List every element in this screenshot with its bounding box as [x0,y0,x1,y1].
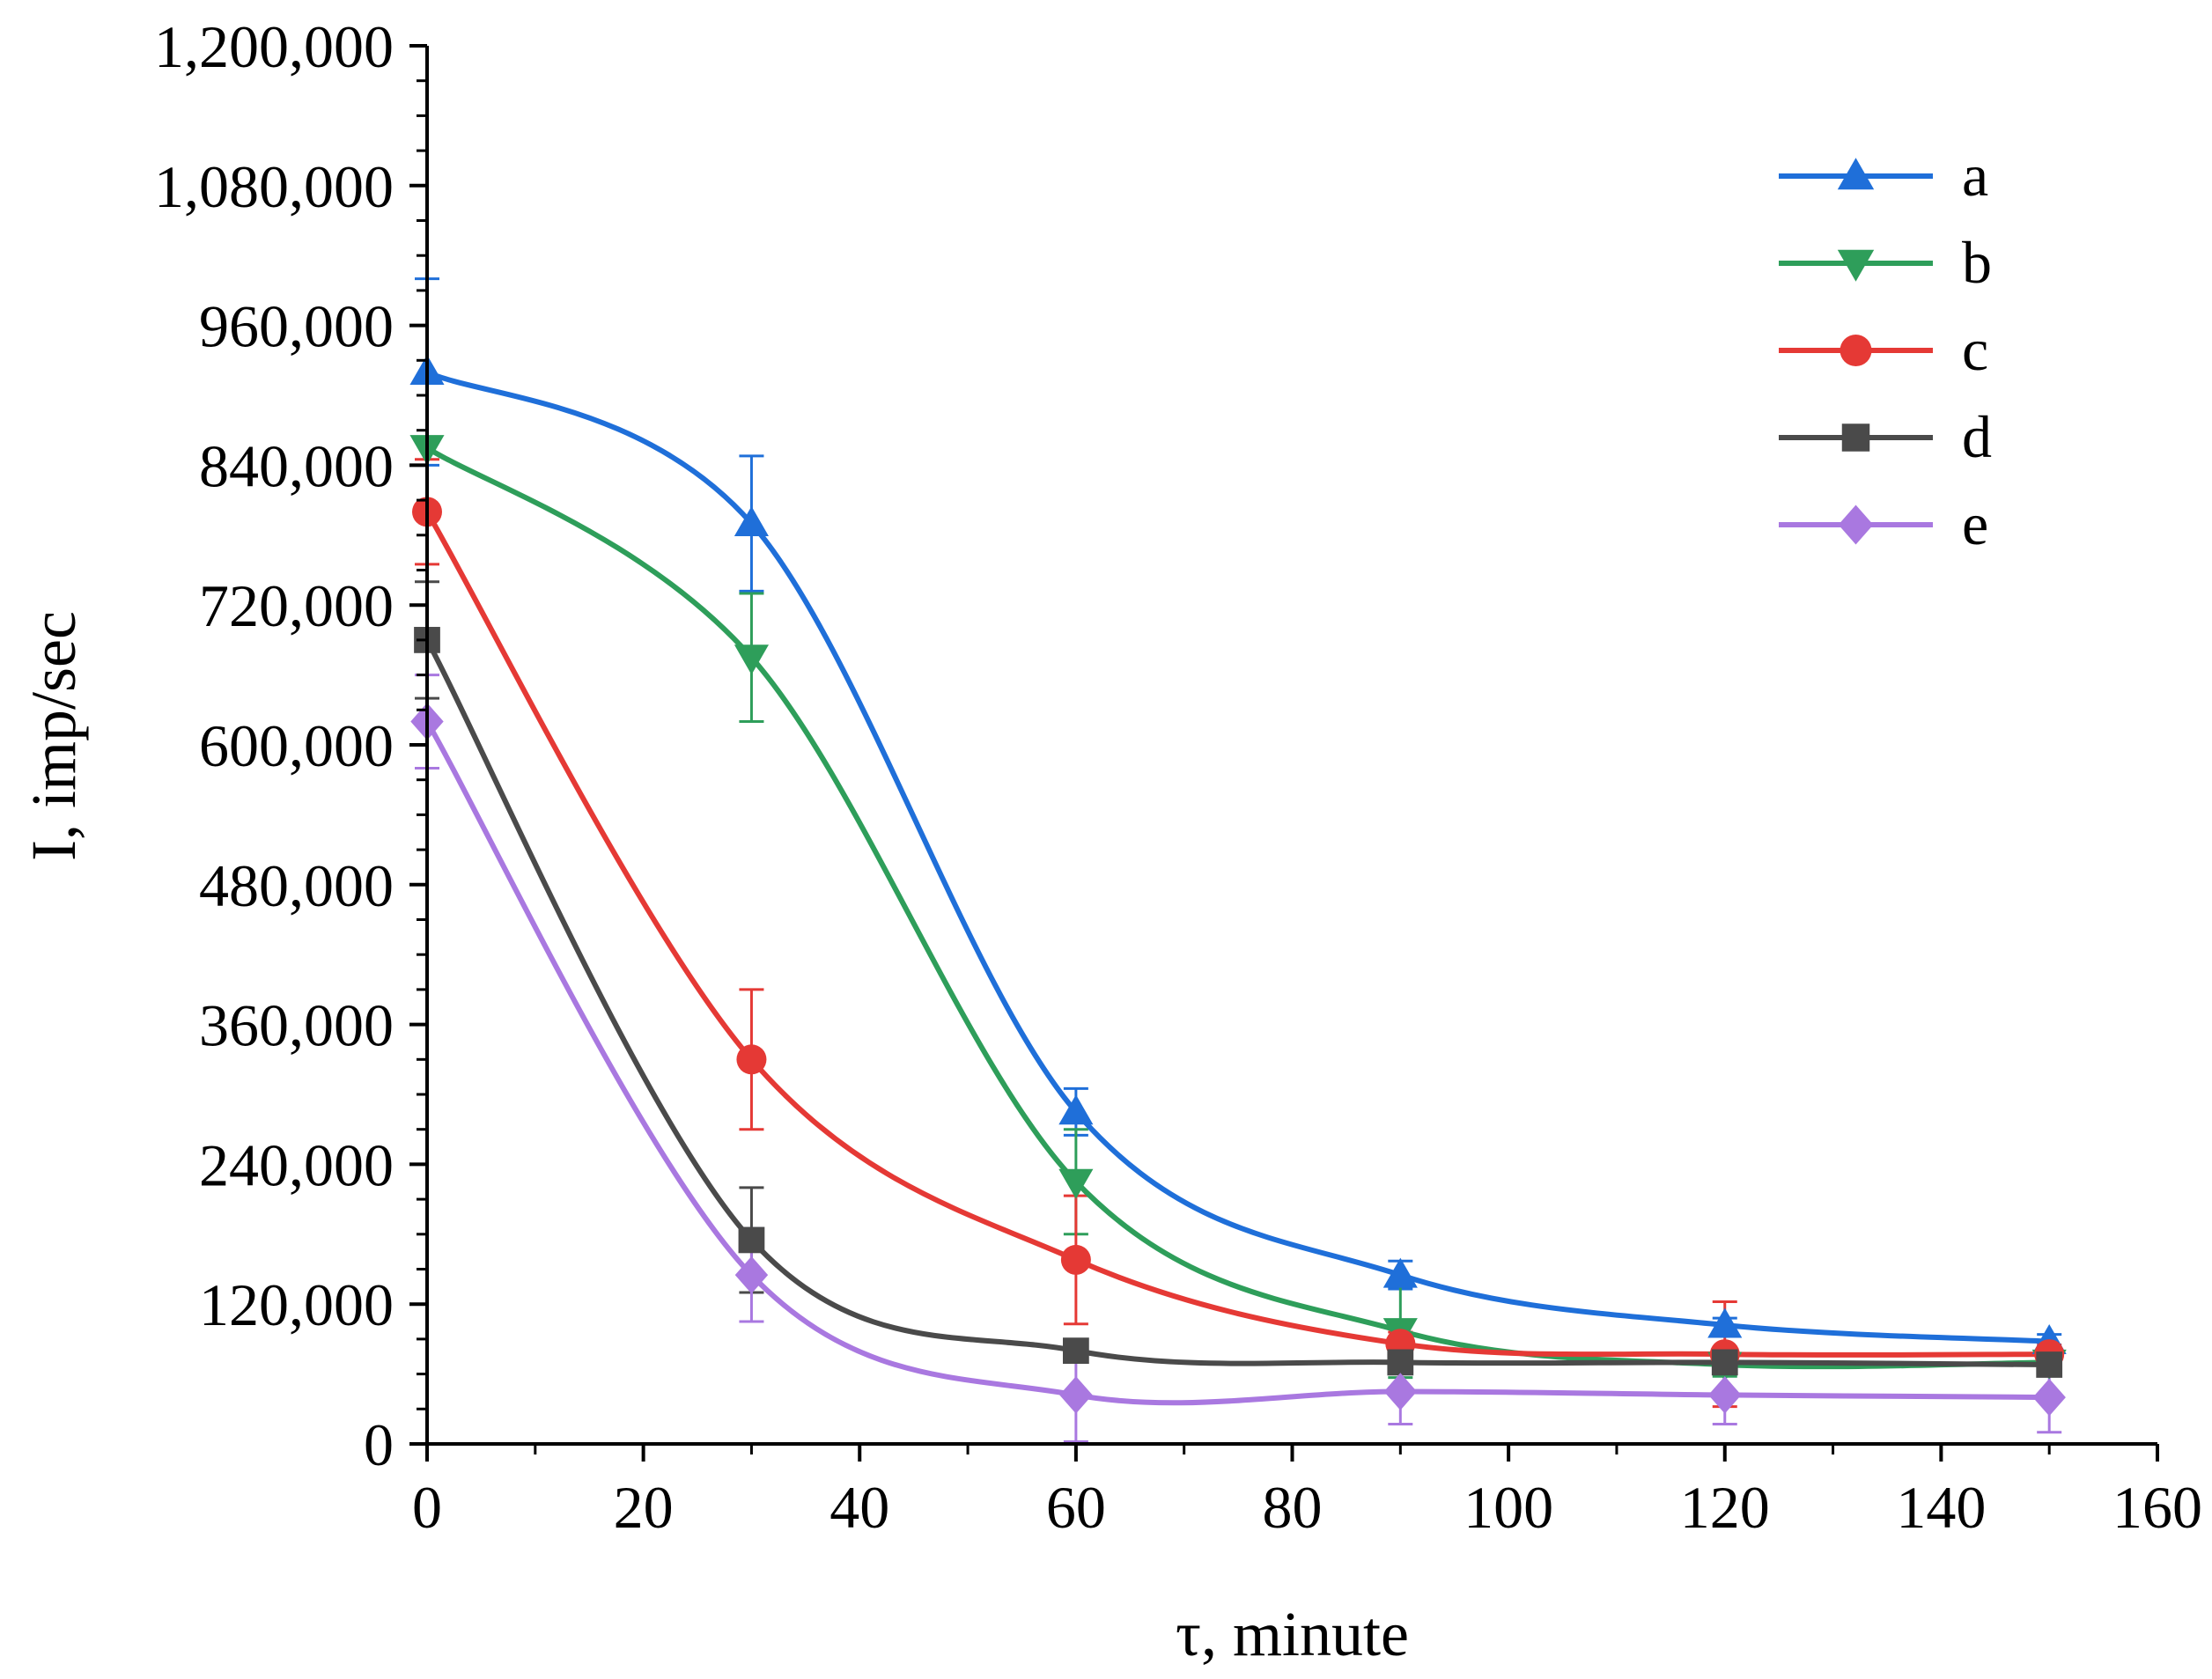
data-point-a [1058,1094,1094,1125]
x-tick-label: 120 [1680,1474,1770,1541]
series-line-c [424,509,2053,1358]
y-tick-label: 0 [364,1411,394,1478]
data-point-a [1707,1307,1743,1338]
data-point-e [1383,1373,1418,1410]
y-tick-label: 600,000 [199,712,394,779]
y-tick-label: 1,080,000 [154,153,394,220]
data-point-d [1711,1349,1738,1376]
data-point-d [2036,1351,2063,1378]
data-point-b [734,644,769,675]
data-point-d [738,1226,765,1254]
series-lines [424,369,2053,1406]
y-tick-label: 120,000 [199,1271,394,1338]
series-line-e [424,718,2053,1406]
data-point-e [734,1256,769,1294]
legend-label-c: c [1962,316,1988,383]
series-markers [409,354,2067,1417]
legend-label-a: a [1962,142,1988,209]
x-axis-title: τ, minute [1176,1599,1409,1669]
legend-label-e: e [1962,490,1988,557]
y-tick-label: 480,000 [199,852,394,919]
series-line-a [424,369,2053,1344]
x-tick-label: 100 [1464,1474,1553,1541]
data-point-b [1058,1168,1094,1199]
data-point-e [1059,1376,1093,1414]
y-axis-title: I, imp/sec [18,611,89,861]
axes: 0 20 40 60 80 100 120 140 160 0 120,000 240,000 360,… [154,13,2202,1541]
data-point-d [1063,1337,1089,1365]
x-tick-label: 80 [1263,1474,1323,1541]
y-tick-label: 960,000 [199,293,394,360]
y-tick-label: 360,000 [199,992,394,1059]
legend-marker-a [1837,158,1875,190]
x-tick-label: 60 [1046,1474,1106,1541]
legend-marker-b [1837,249,1875,282]
x-tick-label: 40 [830,1474,889,1541]
y-tick-label: 840,000 [199,432,394,499]
data-point-c [736,1044,767,1075]
data-point-a [734,506,769,537]
data-point-e [2032,1378,2066,1417]
legend-label-b: b [1962,229,1992,296]
y-tick-label: 720,000 [199,572,394,639]
series-line-b [424,445,2053,1370]
legend-marker-d [1841,423,1870,452]
y-tick-label: 1,200,000 [154,13,394,80]
legend-marker-e [1838,504,1874,545]
y-tick-label: 240,000 [199,1131,394,1198]
data-point-a [1382,1257,1418,1288]
data-point-d [1387,1349,1414,1376]
legend-label-d: d [1962,403,1992,470]
data-point-c [1060,1244,1091,1275]
data-point-e [1708,1376,1742,1414]
x-tick-label: 0 [412,1474,442,1541]
x-tick-label: 20 [614,1474,674,1541]
legend-marker-c [1840,335,1872,366]
x-tick-label: 140 [1896,1474,1986,1541]
series-line-d [424,637,2053,1368]
x-tick-label: 160 [2112,1474,2202,1541]
